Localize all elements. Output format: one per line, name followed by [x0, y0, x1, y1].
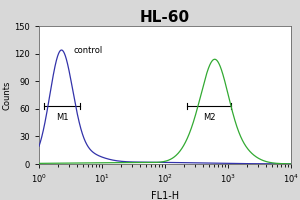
- X-axis label: FL1-H: FL1-H: [151, 191, 179, 200]
- Text: M1: M1: [56, 113, 68, 122]
- Y-axis label: Counts: Counts: [2, 80, 11, 110]
- Text: M2: M2: [203, 113, 215, 122]
- Text: control: control: [74, 46, 103, 55]
- Title: HL-60: HL-60: [140, 10, 190, 25]
